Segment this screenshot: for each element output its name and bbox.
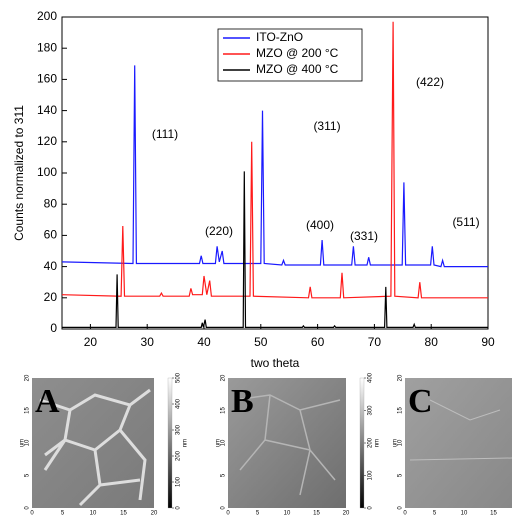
legend-label: ITO-ZnO — [256, 30, 303, 44]
afm-image — [405, 378, 512, 508]
afm-y-tick-label: 15 — [25, 407, 31, 414]
colorbar-unit: nm — [375, 439, 381, 447]
peak-annotation: (311) — [313, 119, 340, 133]
x-tick-label: 50 — [254, 335, 268, 349]
afm-x-tick-label: 10 — [90, 511, 97, 517]
colorbar-unit: nm — [183, 439, 189, 447]
afm-y-tick-label: 20 — [221, 374, 227, 381]
colorbar-tick-label: 400 — [176, 398, 182, 409]
peak-annotation: (400) — [306, 218, 334, 232]
colorbar-tick-label: 200 — [368, 437, 374, 448]
colorbar — [167, 377, 173, 509]
afm-y-tick-label: 5 — [25, 473, 31, 477]
peak-annotation: (422) — [416, 75, 444, 89]
y-tick-label: 160 — [37, 72, 57, 86]
y-axis-label: Counts normalized to 311 — [12, 105, 26, 241]
afm-x-tick-label: 0 — [226, 511, 230, 517]
y-tick-label: 140 — [37, 103, 57, 117]
peak-annotation: (220) — [205, 224, 233, 238]
colorbar — [359, 377, 365, 509]
y-tick-label: 40 — [44, 259, 58, 273]
afm-y-tick-label: 10 — [398, 439, 404, 446]
colorbar-tick-label: 100 — [176, 476, 182, 487]
x-tick-label: 90 — [481, 335, 495, 349]
x-tick-label: 80 — [425, 335, 439, 349]
afm-axis-unit: um — [393, 439, 399, 447]
afm-y-tick-label: 0 — [25, 506, 31, 510]
x-tick-label: 60 — [311, 335, 325, 349]
x-axis-label: two theta — [251, 356, 300, 370]
afm-x-tick-label: 15 — [313, 511, 320, 517]
legend-label: MZO @ 200 °C — [256, 46, 339, 60]
y-tick-label: 80 — [44, 196, 58, 210]
y-tick-label: 0 — [50, 321, 57, 335]
afm-image — [228, 378, 346, 508]
series-line — [62, 171, 488, 328]
afm-y-tick-label: 5 — [398, 473, 404, 477]
afm-y-tick-label: 10 — [221, 439, 227, 446]
x-tick-label: 20 — [84, 335, 98, 349]
grain-boundaries — [234, 394, 341, 496]
afm-y-tick-label: 0 — [398, 506, 404, 510]
y-tick-label: 20 — [44, 290, 58, 304]
afm-x-tick-label: 5 — [256, 511, 260, 517]
legend-label: MZO @ 400 °C — [256, 62, 339, 76]
colorbar-tick-label: 500 — [176, 372, 182, 383]
y-tick-label: 200 — [37, 9, 57, 23]
afm-x-tick-label: 5 — [433, 511, 437, 517]
afm-x-tick-label: 10 — [461, 511, 468, 517]
panel-label: A — [35, 383, 60, 420]
colorbar-tick-label: 100 — [368, 470, 374, 481]
afm-y-tick-label: 10 — [25, 439, 31, 446]
afm-x-tick-label: 5 — [61, 511, 65, 517]
afm-x-tick-label: 0 — [30, 511, 34, 517]
afm-x-tick-label: 10 — [284, 511, 291, 517]
colorbar-tick-label: 400 — [368, 372, 374, 383]
afm-x-tick-label: 15 — [120, 511, 127, 517]
afm-image — [32, 378, 154, 508]
colorbar-tick-label: 200 — [176, 450, 182, 461]
afm-axis-unit: um — [216, 439, 222, 447]
afm-x-tick-label: 15 — [490, 511, 497, 517]
colorbar-tick-label: 300 — [176, 424, 182, 435]
afm-x-tick-label: 20 — [151, 511, 158, 517]
afm-y-tick-label: 0 — [221, 506, 227, 510]
surface-features — [409, 399, 512, 461]
panel-label: C — [408, 383, 433, 420]
afm-axis-unit: um — [20, 439, 26, 447]
peak-annotation: (111) — [152, 127, 178, 141]
afm-y-tick-label: 5 — [221, 473, 227, 477]
peak-annotation: (331) — [350, 229, 378, 243]
peak-annotation: (511) — [452, 215, 479, 229]
y-tick-label: 100 — [37, 165, 57, 179]
panel-label: B — [231, 383, 254, 420]
afm-y-tick-label: 15 — [398, 407, 404, 414]
y-tick-label: 120 — [37, 134, 57, 148]
colorbar-tick-label: 0 — [176, 506, 182, 510]
series-line — [61, 21, 488, 299]
afm-y-tick-label: 20 — [25, 374, 31, 381]
series-line — [61, 65, 488, 268]
afm-y-tick-label: 20 — [398, 374, 404, 381]
grain-boundaries — [39, 388, 151, 507]
x-tick-label: 40 — [197, 335, 211, 349]
colorbar-tick-label: 300 — [368, 405, 374, 416]
afm-x-tick-label: 0 — [403, 511, 407, 517]
afm-y-tick-label: 15 — [221, 407, 227, 414]
y-tick-label: 180 — [37, 40, 57, 54]
x-tick-label: 70 — [368, 335, 382, 349]
afm-x-tick-label: 20 — [343, 511, 350, 517]
colorbar-tick-label: 0 — [368, 506, 374, 510]
y-tick-label: 60 — [44, 228, 58, 242]
x-tick-label: 30 — [141, 335, 155, 349]
